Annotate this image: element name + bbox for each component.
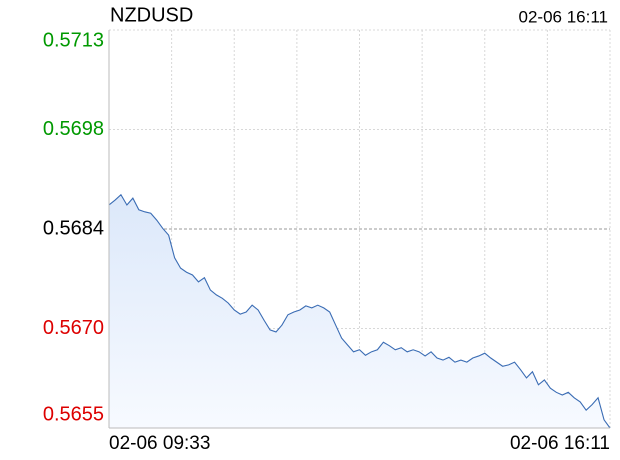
y-tick-label: 0.5670 [43, 317, 104, 339]
y-tick-label: 0.5698 [43, 118, 104, 140]
time-label: 02-06 16:11 [519, 7, 608, 26]
x-tick-label: 02-06 16:11 [510, 433, 610, 454]
y-tick-label: 0.5655 [43, 403, 104, 425]
y-tick-label: 0.5684 [43, 217, 104, 239]
chart-title: NZDUSD [110, 4, 193, 26]
x-tick-label: 02-06 09:33 [109, 433, 210, 454]
price-line [108, 193, 611, 429]
area [109, 194, 610, 428]
y-tick-label: 0.5713 [43, 29, 104, 51]
